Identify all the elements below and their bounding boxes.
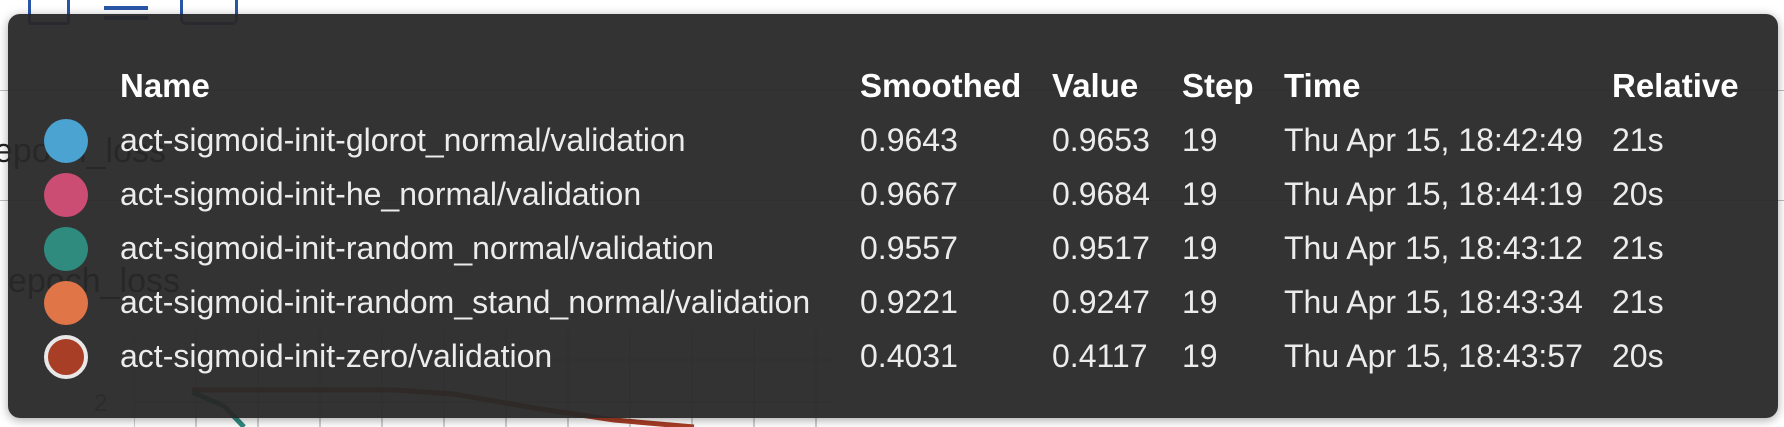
run-name: act-sigmoid-init-zero/validation — [120, 338, 553, 374]
step: 19 — [1182, 122, 1218, 158]
run-name: act-sigmoid-init-he_normal/validation — [120, 176, 642, 212]
column-header-smoothed: Smoothed — [860, 67, 1022, 104]
run-name: act-sigmoid-init-random_stand_normal/val… — [120, 284, 811, 320]
run-color-swatch — [44, 173, 88, 217]
time: Thu Apr 15, 18:43:12 — [1284, 230, 1583, 266]
time: Thu Apr 15, 18:43:34 — [1284, 284, 1583, 320]
table-row: act-sigmoid-init-random_stand_normal/val… — [8, 274, 1778, 330]
run-color-swatch — [44, 119, 88, 163]
table-row: act-sigmoid-init-zero/validation 0.4031 … — [8, 328, 1778, 384]
smoothed-value: 0.9221 — [860, 284, 958, 320]
column-header-value: Value — [1052, 67, 1139, 104]
step: 19 — [1182, 230, 1218, 266]
table-row: act-sigmoid-init-glorot_normal/validatio… — [8, 112, 1778, 168]
relative-time: 21s — [1612, 122, 1664, 158]
run-color-swatch — [44, 227, 88, 271]
table-row: act-sigmoid-init-he_normal/validation 0.… — [8, 166, 1778, 222]
step: 19 — [1182, 176, 1218, 212]
value: 0.9684 — [1052, 176, 1150, 212]
smoothed-value: 0.9557 — [860, 230, 958, 266]
run-color-swatch — [44, 335, 88, 379]
value: 0.9517 — [1052, 230, 1150, 266]
step: 19 — [1182, 284, 1218, 320]
column-header-relative: Relative — [1612, 67, 1739, 104]
run-values-tooltip: Name Smoothed Value Step Time Relative a… — [8, 14, 1778, 418]
step: 19 — [1182, 338, 1218, 374]
column-header-step: Step — [1182, 67, 1254, 104]
value: 0.9247 — [1052, 284, 1150, 320]
time: Thu Apr 15, 18:42:49 — [1284, 122, 1583, 158]
tooltip-header-row: Name Smoothed Value Step Time Relative — [8, 58, 1778, 114]
column-header-time: Time — [1284, 67, 1361, 104]
relative-time: 21s — [1612, 284, 1664, 320]
relative-time: 20s — [1612, 176, 1664, 212]
relative-time: 21s — [1612, 230, 1664, 266]
time: Thu Apr 15, 18:43:57 — [1284, 338, 1583, 374]
run-color-swatch — [44, 281, 88, 325]
smoothed-value: 0.4031 — [860, 338, 958, 374]
column-header-name: Name — [120, 67, 210, 104]
run-name: act-sigmoid-init-glorot_normal/validatio… — [120, 122, 686, 158]
relative-time: 20s — [1612, 338, 1664, 374]
table-row: act-sigmoid-init-random_normal/validatio… — [8, 220, 1778, 276]
value: 0.9653 — [1052, 122, 1150, 158]
time: Thu Apr 15, 18:44:19 — [1284, 176, 1583, 212]
smoothed-value: 0.9643 — [860, 122, 958, 158]
smoothed-value: 0.9667 — [860, 176, 958, 212]
run-name: act-sigmoid-init-random_normal/validatio… — [120, 230, 715, 266]
value: 0.4117 — [1052, 338, 1148, 374]
